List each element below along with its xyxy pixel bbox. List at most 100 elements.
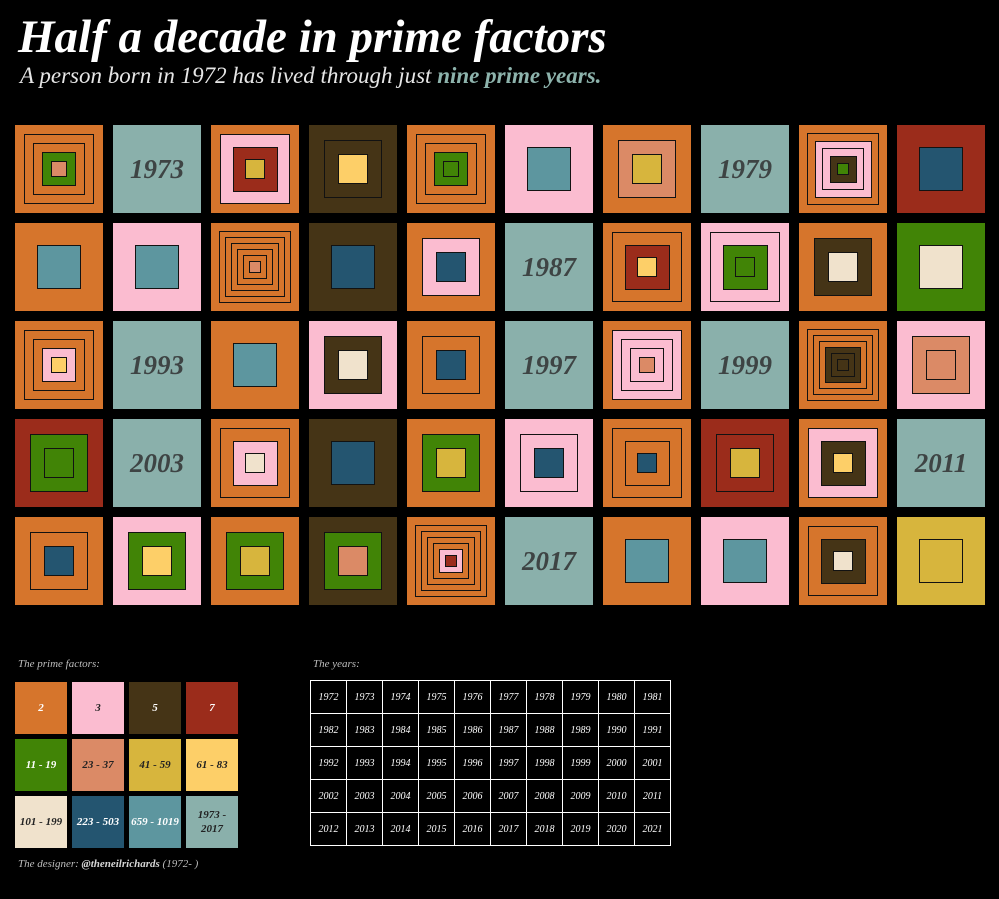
year-tile-2007 [505, 419, 593, 507]
year-cell: 2012 [310, 812, 347, 846]
year-tile-2013 [113, 517, 201, 605]
factor-square [716, 434, 774, 492]
year-cell: 2004 [382, 779, 419, 813]
year-cell: 2013 [346, 812, 383, 846]
year-cell: 1979 [562, 680, 599, 714]
factor-square [637, 453, 657, 473]
year-tile-1998 [603, 321, 691, 409]
year-cell: 1995 [418, 746, 455, 780]
factor-square [919, 147, 963, 191]
factor-square [233, 343, 277, 387]
year-tile-1985 [309, 223, 397, 311]
factor-square [338, 154, 368, 184]
year-tile-1990 [799, 223, 887, 311]
year-cell: 1976 [454, 680, 491, 714]
factor-square [142, 546, 172, 576]
factor-key: 11 - 19 [15, 739, 67, 791]
year-cell: 1997 [490, 746, 527, 780]
chart-subtitle: A person born in 1972 has lived through … [20, 64, 601, 87]
year-tile-1974 [211, 125, 299, 213]
factor-key: 223 - 503 [72, 796, 124, 848]
year-tile-1975 [309, 125, 397, 213]
year-tile-1986 [407, 223, 495, 311]
year-cell: 1984 [382, 713, 419, 747]
factor-key: 23 - 37 [72, 739, 124, 791]
factor-square [919, 539, 963, 583]
prime-year-label: 1997 [522, 349, 576, 380]
factor-square [534, 448, 564, 478]
year-tile-2012 [15, 517, 103, 605]
year-cell: 1990 [598, 713, 635, 747]
year-tile-2020 [799, 517, 887, 605]
factor-square [44, 448, 74, 478]
year-tile-1996 [407, 321, 495, 409]
factor-square [338, 546, 368, 576]
factor-square [324, 140, 382, 198]
factor-square [245, 453, 265, 473]
year-tile-2008 [603, 419, 691, 507]
year-tile-2001 [897, 321, 985, 409]
year-tile-1994 [211, 321, 299, 409]
factor-square [833, 453, 853, 473]
factor-square [42, 348, 76, 382]
factor-key: 101 - 199 [15, 796, 67, 848]
year-cell: 1973 [346, 680, 383, 714]
year-tile-1993: 1993 [113, 321, 201, 409]
subtitle-text: A person born in 1972 has lived through … [20, 63, 438, 88]
year-cell: 1974 [382, 680, 419, 714]
years-row: 1972 1973 1974 1975 1976 1977 1978 1979 1980 1981 [310, 680, 671, 714]
prime-factors-label: The prime factors: [18, 658, 100, 670]
year-tile-1972 [15, 125, 103, 213]
years-table: 1972 1973 1974 1975 1976 1977 1978 1979 1980 1981… [310, 680, 671, 846]
year-cell: 1987 [490, 713, 527, 747]
factor-square [44, 546, 74, 576]
factor-square [527, 147, 571, 191]
year-tile-2005 [309, 419, 397, 507]
year-cell: 2010 [598, 779, 635, 813]
year-tile-2003: 2003 [113, 419, 201, 507]
year-cell: 1999 [562, 746, 599, 780]
factor-key: 3 [72, 682, 124, 734]
year-cell: 2020 [598, 812, 635, 846]
year-tile-2014 [211, 517, 299, 605]
year-tile-1973: 1973 [113, 125, 201, 213]
year-cell: 1985 [418, 713, 455, 747]
subtitle-highlight: nine prime years. [437, 63, 602, 88]
year-cell: 2000 [598, 746, 635, 780]
year-tile-1978 [603, 125, 691, 213]
designer-handle: @theneilrichards [81, 858, 160, 870]
year-cell: 2007 [490, 779, 527, 813]
factor-key: 5 [129, 682, 181, 734]
year-tile-1976 [407, 125, 495, 213]
year-cell: 1994 [382, 746, 419, 780]
year-cell: 1983 [346, 713, 383, 747]
year-cell: 2011 [634, 779, 671, 813]
year-cell: 2009 [562, 779, 599, 813]
year-cell: 1977 [490, 680, 527, 714]
year-cell: 1998 [526, 746, 563, 780]
factor-square [135, 245, 179, 289]
years-row: 2012 2013 2014 2015 2016 2017 2018 2019 2020 2021 [310, 812, 671, 846]
factor-key: 41 - 59 [129, 739, 181, 791]
factor-square [637, 257, 657, 277]
year-cell: 1992 [310, 746, 347, 780]
year-tile-1999: 1999 [701, 321, 789, 409]
factor-square [240, 546, 270, 576]
factor-key: 1973 - 2017 [186, 796, 238, 848]
year-cell: 2002 [310, 779, 347, 813]
year-tile-2011: 2011 [897, 419, 985, 507]
factor-square [436, 448, 466, 478]
year-tile-2018 [603, 517, 691, 605]
year-tile-1984 [211, 223, 299, 311]
year-tile-1991 [897, 223, 985, 311]
designer-suffix: (1972- ) [159, 858, 199, 870]
year-tile-2002 [15, 419, 103, 507]
year-tile-1997: 1997 [505, 321, 593, 409]
factor-square [443, 161, 459, 177]
prime-year-label: 1987 [522, 251, 576, 282]
prime-year-label: 1973 [130, 153, 184, 184]
year-cell: 2014 [382, 812, 419, 846]
factor-square [919, 245, 963, 289]
year-tile-1989 [701, 223, 789, 311]
factor-square [632, 154, 662, 184]
